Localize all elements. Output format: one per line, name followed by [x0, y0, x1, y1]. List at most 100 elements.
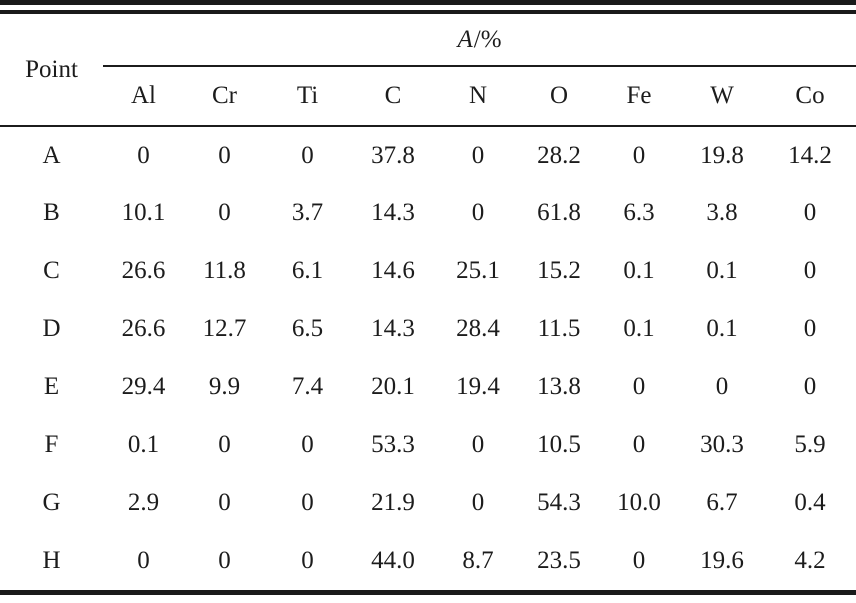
column-header-cr: Cr	[184, 66, 265, 127]
value-cell: 0	[301, 489, 314, 516]
value-cell: 0	[715, 373, 729, 400]
column-header-fe: Fe	[598, 66, 680, 127]
value-cell: 11.8	[203, 257, 246, 284]
value-cell: 0.1	[706, 315, 738, 342]
value-cell: 10.1	[121, 199, 166, 226]
value-cell: 21.9	[371, 489, 415, 516]
value-cell: 5.9	[794, 431, 826, 458]
table-row: E 29.4 9.9 7.4 20.1 19.4 13.8 0 0 0	[0, 358, 856, 416]
value-cell: 0	[218, 547, 231, 574]
value-cell: 11.5	[537, 315, 581, 342]
value-cell: 8.7	[462, 547, 494, 574]
value-cell: 28.4	[456, 315, 500, 342]
point-label: D	[42, 315, 61, 342]
value-cell: 13.8	[537, 373, 581, 400]
value-cell: 0	[137, 141, 150, 169]
table-row: B 10.1 0 3.7 14.3 0 61.8 6.3 3.8 0	[0, 184, 856, 242]
value-cell: 14.6	[371, 257, 415, 284]
point-label: C	[43, 257, 60, 284]
value-cell: 26.6	[121, 315, 166, 342]
value-cell: 0.1	[623, 315, 655, 342]
point-label: G	[42, 489, 61, 516]
top-rule-gap	[0, 5, 856, 10]
value-cell: 0	[218, 141, 231, 169]
column-header-w: W	[680, 66, 764, 127]
point-label: A	[42, 141, 61, 169]
table-row: G 2.9 0 0 21.9 0 54.3 10.0 6.7 0.4	[0, 474, 856, 532]
bottom-rule	[0, 590, 856, 595]
table-header: Point A/% Al Cr Ti C N O Fe W Co	[0, 14, 856, 127]
value-cell: 0	[471, 489, 485, 516]
value-cell: 61.8	[537, 199, 581, 226]
value-cell: 37.8	[371, 141, 415, 169]
value-cell: 3.7	[291, 199, 324, 226]
element-symbols-row: Al Cr Ti C N O Fe W Co	[0, 66, 856, 127]
value-cell: 15.2	[537, 257, 581, 284]
value-cell: 0	[301, 547, 314, 574]
point-label: E	[43, 373, 60, 400]
value-cell: 0	[218, 199, 231, 226]
value-cell: 20.1	[371, 373, 415, 400]
value-cell: 19.4	[456, 373, 500, 400]
value-cell: 0	[632, 373, 646, 400]
value-cell: 23.5	[537, 547, 581, 574]
value-cell: 6.5	[291, 315, 324, 342]
value-cell: 0	[632, 431, 646, 458]
value-cell: 6.7	[706, 489, 738, 516]
value-cell: 0.1	[623, 257, 655, 284]
column-header-o: O	[520, 66, 598, 127]
table-row: F 0.1 0 0 53.3 0 10.5 0 30.3 5.9	[0, 416, 856, 474]
value-cell: 0	[803, 199, 817, 226]
table-row: D 26.6 12.7 6.5 14.3 28.4 11.5 0.1 0.1 0	[0, 300, 856, 358]
value-cell: 0	[803, 315, 817, 342]
value-cell: 19.8	[700, 141, 744, 169]
column-header-c: C	[350, 66, 436, 127]
column-header-ti: Ti	[265, 66, 350, 127]
value-cell: 0.1	[706, 257, 738, 284]
value-cell: 44.0	[371, 547, 415, 574]
point-label: F	[44, 431, 59, 458]
value-cell: 6.1	[291, 257, 324, 284]
value-cell: 6.3	[623, 199, 655, 226]
value-cell: 0	[218, 489, 231, 516]
point-label: B	[43, 199, 60, 226]
value-cell: 26.6	[121, 257, 166, 284]
value-cell: 0	[471, 199, 485, 226]
table-row: C 26.6 11.8 6.1 14.6 25.1 15.2 0.1 0.1 0	[0, 242, 856, 300]
value-cell: 12.7	[202, 315, 247, 342]
value-cell: 9.9	[208, 373, 241, 400]
column-header-co: Co	[764, 66, 856, 127]
table-row: A 0 0 0 37.8 0 28.2 0 19.8 14.2	[0, 126, 856, 184]
value-cell: 0	[632, 547, 646, 574]
value-cell: 7.4	[291, 373, 324, 400]
table-row: H 0 0 0 44.0 8.7 23.5 0 19.6 4.2	[0, 532, 856, 590]
quantity-symbol: A	[457, 25, 473, 53]
point-column-header: Point	[0, 14, 103, 127]
top-inner-rule	[0, 10, 856, 14]
value-cell: 25.1	[456, 257, 500, 284]
value-cell: 14.2	[788, 141, 832, 169]
top-outer-rule	[0, 0, 856, 5]
value-cell: 0	[471, 431, 485, 458]
value-cell: 0.1	[127, 431, 160, 458]
value-cell: 0	[218, 431, 231, 458]
value-cell: 28.2	[537, 141, 581, 169]
value-cell: 0	[471, 141, 485, 169]
point-label: H	[42, 547, 61, 574]
quantity-group-header: A/%	[103, 14, 856, 67]
value-cell: 0	[301, 141, 314, 169]
value-cell: 4.2	[794, 547, 826, 574]
value-cell: 29.4	[121, 373, 166, 400]
value-cell: 0	[632, 141, 646, 169]
value-cell: 53.3	[371, 431, 415, 458]
group-header-row: Point A/%	[0, 14, 856, 127]
value-cell: 0	[803, 373, 817, 400]
value-cell: 54.3	[537, 489, 581, 516]
value-cell: 10.0	[617, 489, 661, 516]
table-body: A 0 0 0 37.8 0 28.2 0 19.8 14.2 B 10.1 0 3.7 14.3 0 61.8…	[0, 126, 856, 590]
value-cell: 14.3	[371, 199, 415, 226]
value-cell: 0	[803, 257, 817, 284]
value-cell: 19.6	[700, 547, 744, 574]
value-cell: 10.5	[537, 431, 581, 458]
